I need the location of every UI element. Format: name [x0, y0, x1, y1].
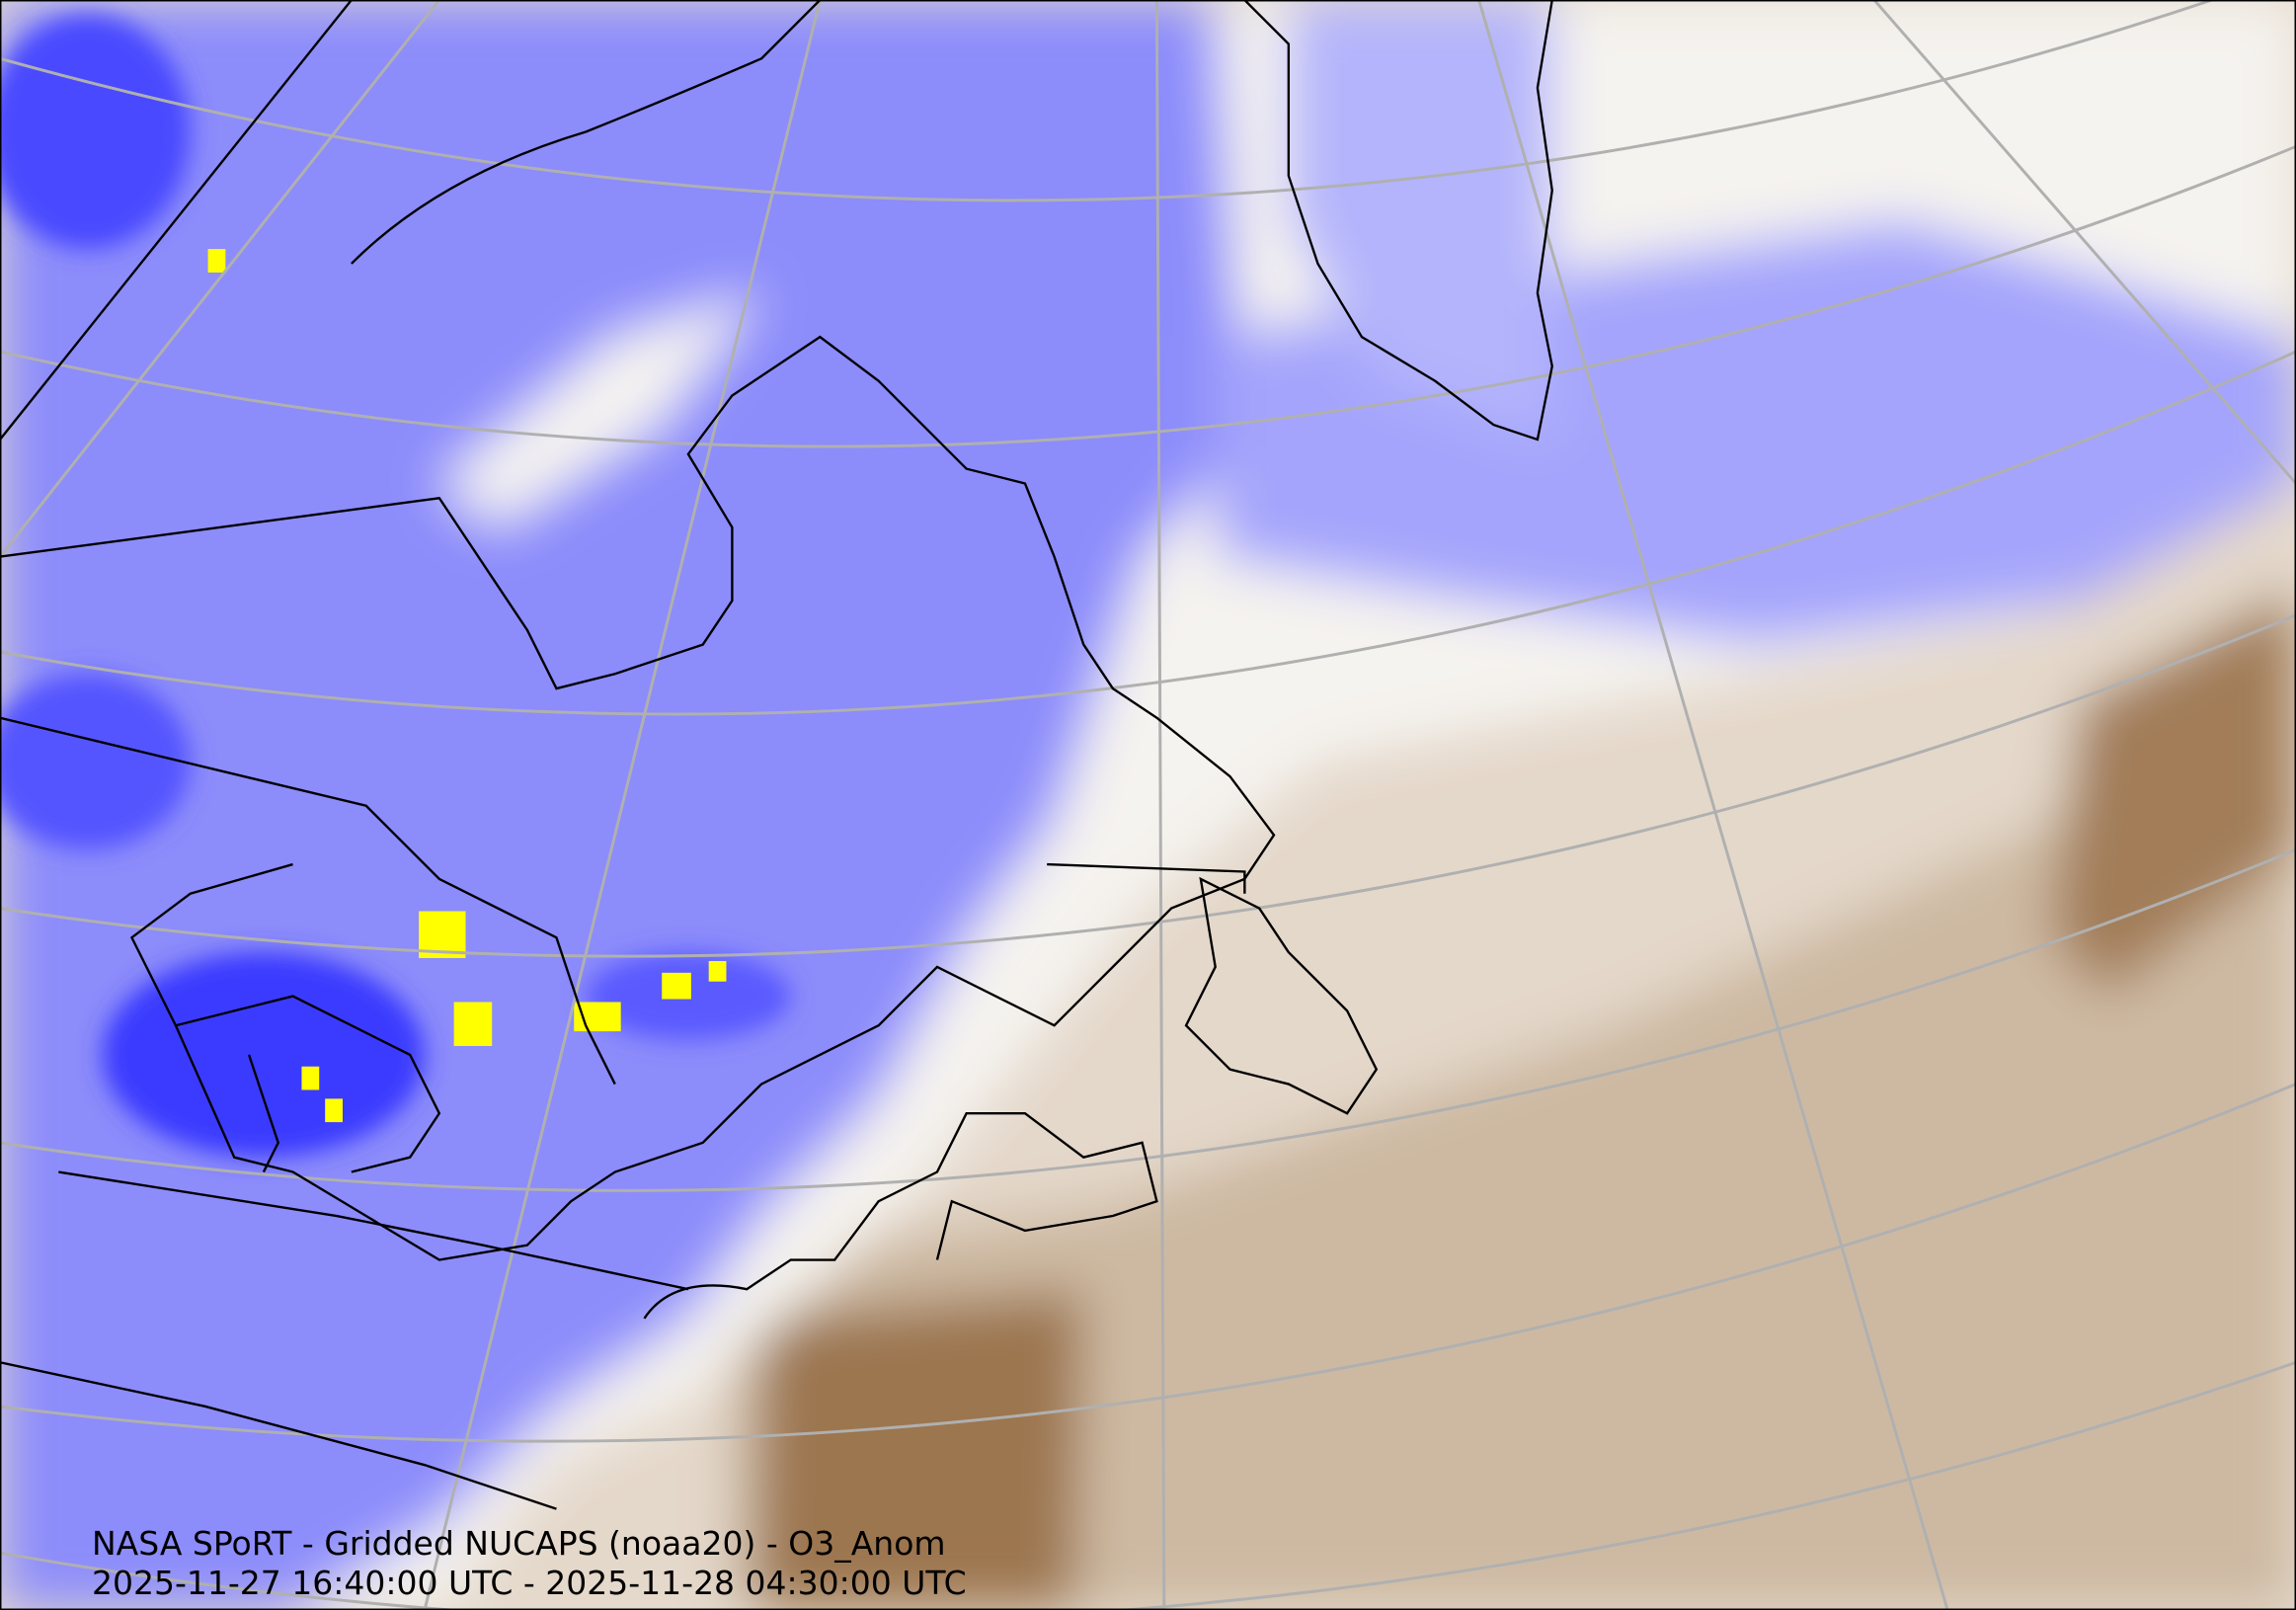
extreme-markers [207, 249, 727, 1123]
positive-anomaly-field [732, 614, 2296, 1610]
strong-negative-great-lakes [102, 952, 426, 1158]
negative-anomaly-north [1288, 0, 1552, 440]
coastlines-and-borders [0, 0, 1553, 1510]
strong-negative-northwest [0, 14, 191, 250]
map-title: NASA SPoRT - Gridded NUCAPS (noaa20) - O… [92, 1524, 946, 1563]
strong-positive-anomaly-east [2049, 586, 2296, 997]
strong-negative-west [0, 674, 191, 850]
map-time-range: 2025-11-27 16:40:00 UTC - 2025-11-28 04:… [92, 1564, 967, 1602]
white-gap [438, 292, 762, 527]
strong-positive-anomaly-south [753, 1289, 1084, 1610]
